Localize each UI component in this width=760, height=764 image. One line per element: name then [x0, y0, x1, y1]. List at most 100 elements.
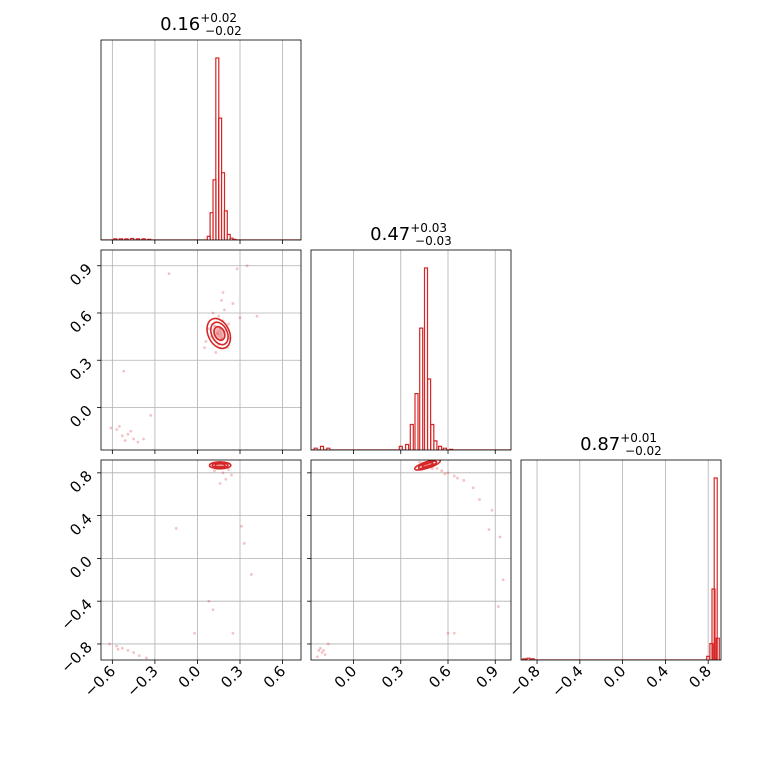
scatter-point: [215, 332, 219, 335]
panel-content: [311, 460, 511, 660]
panel-frame: [310, 249, 512, 451]
scatter-point: [235, 267, 239, 271]
scatter-point: [446, 471, 450, 475]
contour-line: [417, 460, 438, 470]
scatter-point: [120, 646, 124, 650]
title-plus: +0.02: [200, 11, 237, 25]
x-tick-label: 0.4: [643, 662, 673, 692]
density-fill: [212, 325, 226, 342]
y-tick-label: 0.6: [66, 307, 96, 337]
scatter-point: [471, 486, 475, 490]
panel-content: [311, 250, 511, 450]
scatter-point: [118, 424, 121, 428]
scatter-point: [144, 656, 148, 660]
histogram-line-2: [521, 477, 721, 660]
scatter-point: [315, 655, 319, 659]
scatter-point: [224, 477, 228, 481]
panel-content: [101, 40, 301, 240]
x-tick-label: 0.0: [331, 662, 361, 692]
histogram-title-2: 0.87+0.01 −0.02: [580, 431, 662, 458]
scatter-point: [326, 642, 330, 646]
panel-frame: [100, 459, 302, 661]
x-tick-label: −0.8: [505, 662, 543, 700]
scatter-point: [220, 298, 223, 302]
scatter-point: [123, 439, 127, 442]
scatter-point: [443, 472, 447, 476]
y-tick-label: 0.0: [66, 552, 96, 582]
scatter-point: [440, 469, 444, 473]
scatter-point: [322, 648, 325, 652]
panel-frame: [100, 39, 302, 241]
scatter-point: [214, 350, 218, 354]
panel-frame: [100, 249, 302, 451]
scatter-point: [207, 599, 211, 603]
title-minus: −0.02: [205, 24, 242, 38]
scatter-point: [115, 644, 119, 648]
scatter-point: [497, 605, 500, 608]
contour-line: [413, 460, 442, 471]
scatter-point: [320, 651, 324, 654]
contour-line: [208, 461, 232, 470]
density-fill: [216, 329, 223, 338]
scatter-point: [231, 302, 235, 305]
x-tick-label: 0.3: [217, 662, 247, 692]
scatter-point: [126, 432, 130, 436]
scatter-point: [174, 527, 178, 530]
scatter-point: [167, 272, 171, 276]
scatter-point: [204, 339, 208, 343]
density-fill: [214, 463, 226, 468]
x-tick-label: −0.6: [81, 662, 119, 700]
scatter-point: [207, 327, 211, 331]
scatter-point: [456, 476, 459, 480]
panel-0-0: 0.16+0.02 −0.02: [100, 11, 302, 244]
scatter-point: [319, 646, 322, 650]
histogram-line-0: [101, 57, 301, 240]
scatter-point: [452, 474, 456, 478]
scatter-point: [203, 346, 206, 350]
contour-line: [206, 317, 232, 350]
x-tick-label: −0.3: [123, 662, 161, 700]
scatter-point: [126, 648, 130, 652]
x-tick-label: 0.3: [378, 662, 408, 692]
contour-line: [421, 461, 434, 468]
scatter-point: [109, 426, 113, 430]
density-fill: [420, 461, 435, 468]
scatter-point: [255, 314, 259, 318]
title-median: 0.16: [160, 14, 200, 35]
density-fill: [217, 464, 223, 467]
scatter-point: [213, 469, 216, 473]
panel-2-0: −0.6 −0.3 0.0 0.3 0.6 −0.8 −0.4 0.0 0.4 0.8: [57, 459, 302, 701]
scatter-point: [221, 471, 225, 475]
title-minus: −0.02: [625, 444, 662, 458]
scatter-point: [240, 524, 243, 528]
y-tick-label: 0.8: [66, 467, 96, 497]
scatter-point: [149, 413, 153, 417]
scatter-point: [132, 651, 136, 654]
scatter-point: [218, 482, 222, 485]
scatter-point: [220, 336, 223, 340]
scatter-point: [418, 460, 422, 464]
scatter-point: [227, 322, 231, 326]
scatter-point: [462, 478, 466, 482]
scatter-point: [245, 264, 249, 268]
scatter-point: [116, 647, 120, 651]
scatter-point: [323, 653, 327, 657]
scatter-point: [213, 324, 216, 327]
y-tick-label: 0.3: [66, 354, 96, 384]
contour-line: [213, 325, 226, 342]
panel-2-2: 0.87+0.01 −0.02 −0.8 −0.4 0.0 0.4 0.8: [505, 431, 722, 701]
y-tick-label: −0.8: [57, 638, 95, 676]
x-tick-label: 0.0: [175, 662, 205, 692]
scatter-point: [108, 642, 111, 646]
panel-frame: [310, 459, 512, 661]
scatter-point: [211, 311, 215, 315]
x-tick-label: 0.9: [472, 662, 502, 692]
scatter-point: [115, 428, 119, 431]
scatter-point: [132, 437, 136, 441]
histogram-title-1: 0.47+0.03 −0.03: [370, 221, 452, 248]
y-tick-label: 0.9: [66, 260, 96, 290]
scatter-point: [211, 608, 215, 612]
scatter-point: [501, 578, 505, 582]
x-tick-label: 0.8: [685, 662, 715, 692]
